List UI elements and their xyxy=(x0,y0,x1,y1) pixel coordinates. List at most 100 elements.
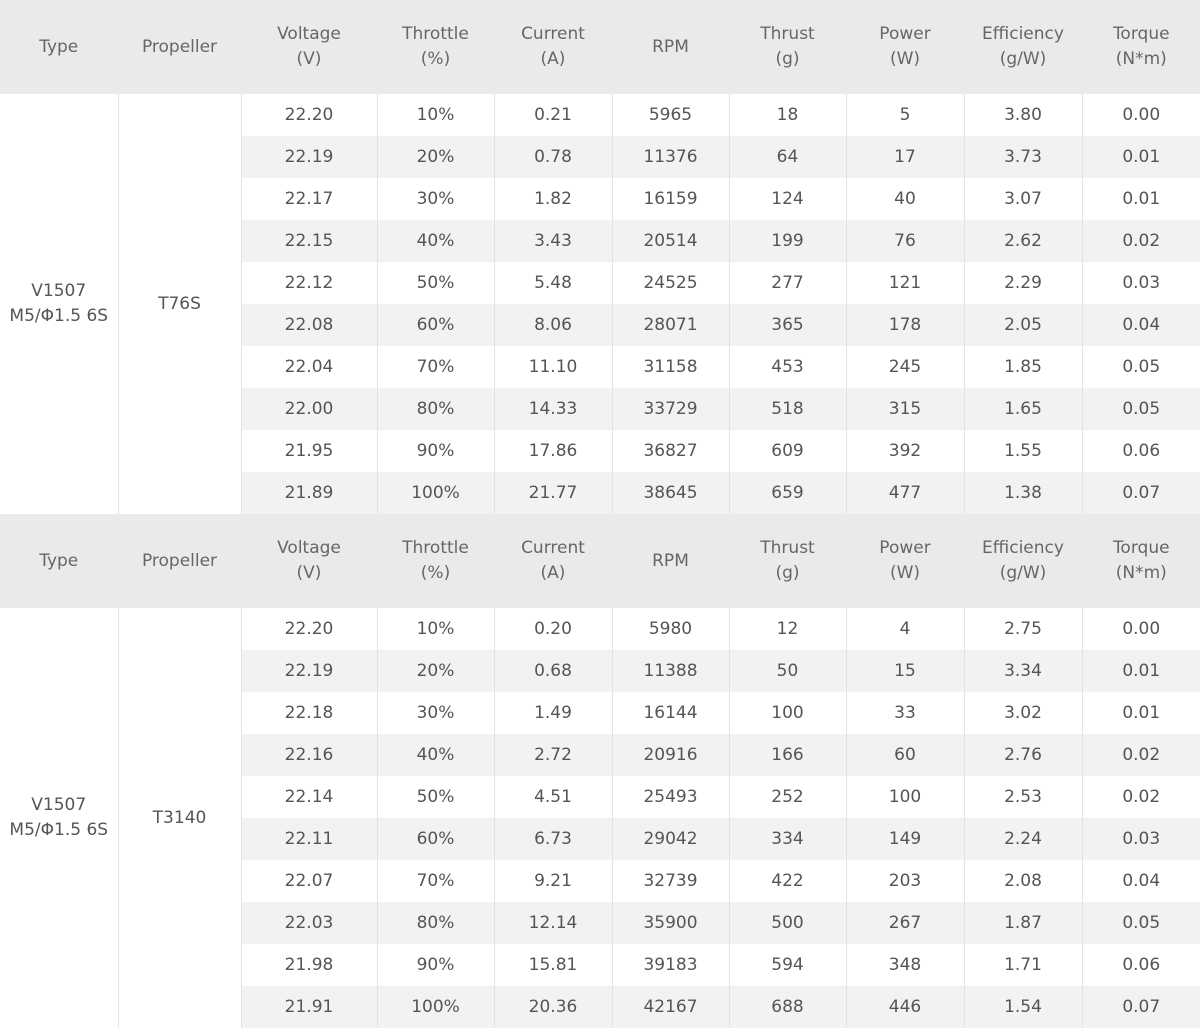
data-cell: 392 xyxy=(846,430,965,472)
data-cell: 22.15 xyxy=(241,220,378,262)
data-cell: 334 xyxy=(729,818,847,860)
data-cell: 0.01 xyxy=(1122,188,1161,209)
data-cell: 30% xyxy=(377,178,495,220)
data-cell: 100% xyxy=(377,472,495,514)
data-cell: 5.48 xyxy=(494,262,613,304)
data-cell: 0.01 xyxy=(1082,136,1200,178)
data-cell: 3.80 xyxy=(964,94,1083,136)
data-cell: 20% xyxy=(377,136,495,178)
data-cell: 3.34 xyxy=(964,650,1083,692)
data-cell: 453 xyxy=(729,346,847,388)
data-cell: 22.03 xyxy=(241,902,378,944)
data-cell: 11388 xyxy=(612,650,730,692)
header-cell: Thrust (g) xyxy=(729,0,847,94)
data-cell: 0.04 xyxy=(1082,304,1200,346)
data-cell: 0.01 xyxy=(1122,702,1161,723)
data-cell: 16144 xyxy=(612,692,730,734)
header-cell: Torque (N*m) xyxy=(1082,0,1200,94)
data-row: V1507 M5/Φ1.5 6S T3140 22.20 10% 0.20 5980 12 4… xyxy=(0,608,1200,1028)
data-row: 22.00 80% 14.33 33729 518 315 1.65 0.05 xyxy=(0,388,1200,430)
data-cell: 90% xyxy=(377,430,495,472)
data-cell: 90% xyxy=(377,944,495,986)
data-row: 22.19 20% 0.78 11376 64 17 3.73 0.01 xyxy=(0,136,1200,178)
data-cell: 252 xyxy=(729,776,847,818)
header-cell: Type xyxy=(0,514,119,608)
data-cell: 70% xyxy=(377,860,495,902)
data-cell: 42167 xyxy=(612,986,730,1028)
data-row: 22.14 50% 4.51 25493 252 100 2.53 0.02 xyxy=(0,776,1200,818)
data-cell: 0.00 xyxy=(1122,618,1161,639)
header-cell: Voltage (V) xyxy=(241,514,378,608)
header-cell: Efficiency (g/W) xyxy=(964,514,1083,608)
data-cell: 124 xyxy=(729,178,847,220)
data-cell: 22.08 xyxy=(241,304,378,346)
data-cell: 9.21 xyxy=(494,860,613,902)
data-cell: 32739 xyxy=(612,860,730,902)
data-cell: 0.78 xyxy=(494,136,613,178)
data-cell: 2.72 xyxy=(494,734,613,776)
data-cell: 446 xyxy=(846,986,965,1028)
data-row: 21.89 100% 21.77 38645 659 477 1.38 0.07 xyxy=(0,472,1200,514)
data-cell: 50 xyxy=(729,650,847,692)
data-cell: 100 xyxy=(846,776,965,818)
data-row: 22.16 40% 2.72 20916 166 60 2.76 0.02 xyxy=(0,734,1200,776)
data-cell: 267 xyxy=(846,902,965,944)
data-cell: 22.19 xyxy=(241,650,378,692)
data-cell: 203 xyxy=(846,860,965,902)
data-cell: 17.86 xyxy=(494,430,613,472)
data-cell: 14.33 xyxy=(494,388,613,430)
header-cell: Power (W) xyxy=(846,514,965,608)
header-cell: Thrust (g) xyxy=(729,514,847,608)
data-cell: 22.20 xyxy=(241,608,378,650)
data-cell: 315 xyxy=(846,388,965,430)
data-cell: 50% xyxy=(377,262,495,304)
data-cell: 1.85 xyxy=(964,346,1083,388)
data-cell: 22.19 xyxy=(241,136,378,178)
data-cell: 594 xyxy=(729,944,847,986)
data-cell: 0.03 xyxy=(1122,272,1161,293)
data-cell: 0.02 xyxy=(1082,734,1200,776)
data-cell: 22.11 xyxy=(241,818,378,860)
data-cell: 100% xyxy=(377,986,495,1028)
header-cell: Current (A) xyxy=(494,0,613,94)
data-cell: 21.89 xyxy=(241,472,378,514)
header-cell: Throttle (%) xyxy=(377,0,495,94)
data-cell: 22.20 xyxy=(241,94,378,136)
data-row: 22.08 60% 8.06 28071 365 178 2.05 0.04 xyxy=(0,304,1200,346)
data-cell: 70% xyxy=(377,346,495,388)
data-cell: 24525 xyxy=(612,262,730,304)
data-cell: 121 xyxy=(846,262,965,304)
data-cell: 22.12 xyxy=(241,262,378,304)
header-cell: RPM xyxy=(612,514,730,608)
data-cell: 50% xyxy=(377,776,495,818)
data-cell: 28071 xyxy=(612,304,730,346)
data-cell: 35900 xyxy=(612,902,730,944)
data-cell: 1.55 xyxy=(964,430,1083,472)
data-cell: 16159 xyxy=(612,178,730,220)
data-cell: 422 xyxy=(729,860,847,902)
data-cell: 5980 xyxy=(612,608,730,650)
propeller-cell: T3140 xyxy=(118,608,242,1028)
data-cell: 166 xyxy=(729,734,847,776)
header-cell: Power (W) xyxy=(846,0,965,94)
data-cell: 40% xyxy=(377,220,495,262)
data-cell: 8.06 xyxy=(494,304,613,346)
data-cell: 21.77 xyxy=(494,472,613,514)
data-cell: 12.14 xyxy=(494,902,613,944)
data-cell: 2.08 xyxy=(964,860,1083,902)
data-cell: 518 xyxy=(729,388,847,430)
data-cell: 17 xyxy=(846,136,965,178)
data-cell: 80% xyxy=(377,902,495,944)
data-cell: 21.95 xyxy=(241,430,378,472)
data-cell: 0.05 xyxy=(1122,356,1161,377)
data-cell: 0.07 xyxy=(1082,986,1200,1028)
data-cell: 277 xyxy=(729,262,847,304)
data-cell: 40 xyxy=(846,178,965,220)
data-cell: 22.16 xyxy=(241,734,378,776)
header-cell: Propeller xyxy=(118,0,242,94)
data-cell: 29042 xyxy=(612,818,730,860)
data-cell: 100 xyxy=(729,692,847,734)
data-row: 21.95 90% 17.86 36827 609 392 1.55 0.06 xyxy=(0,430,1200,472)
data-cell: 11376 xyxy=(612,136,730,178)
header-cell: Voltage (V) xyxy=(241,0,378,94)
